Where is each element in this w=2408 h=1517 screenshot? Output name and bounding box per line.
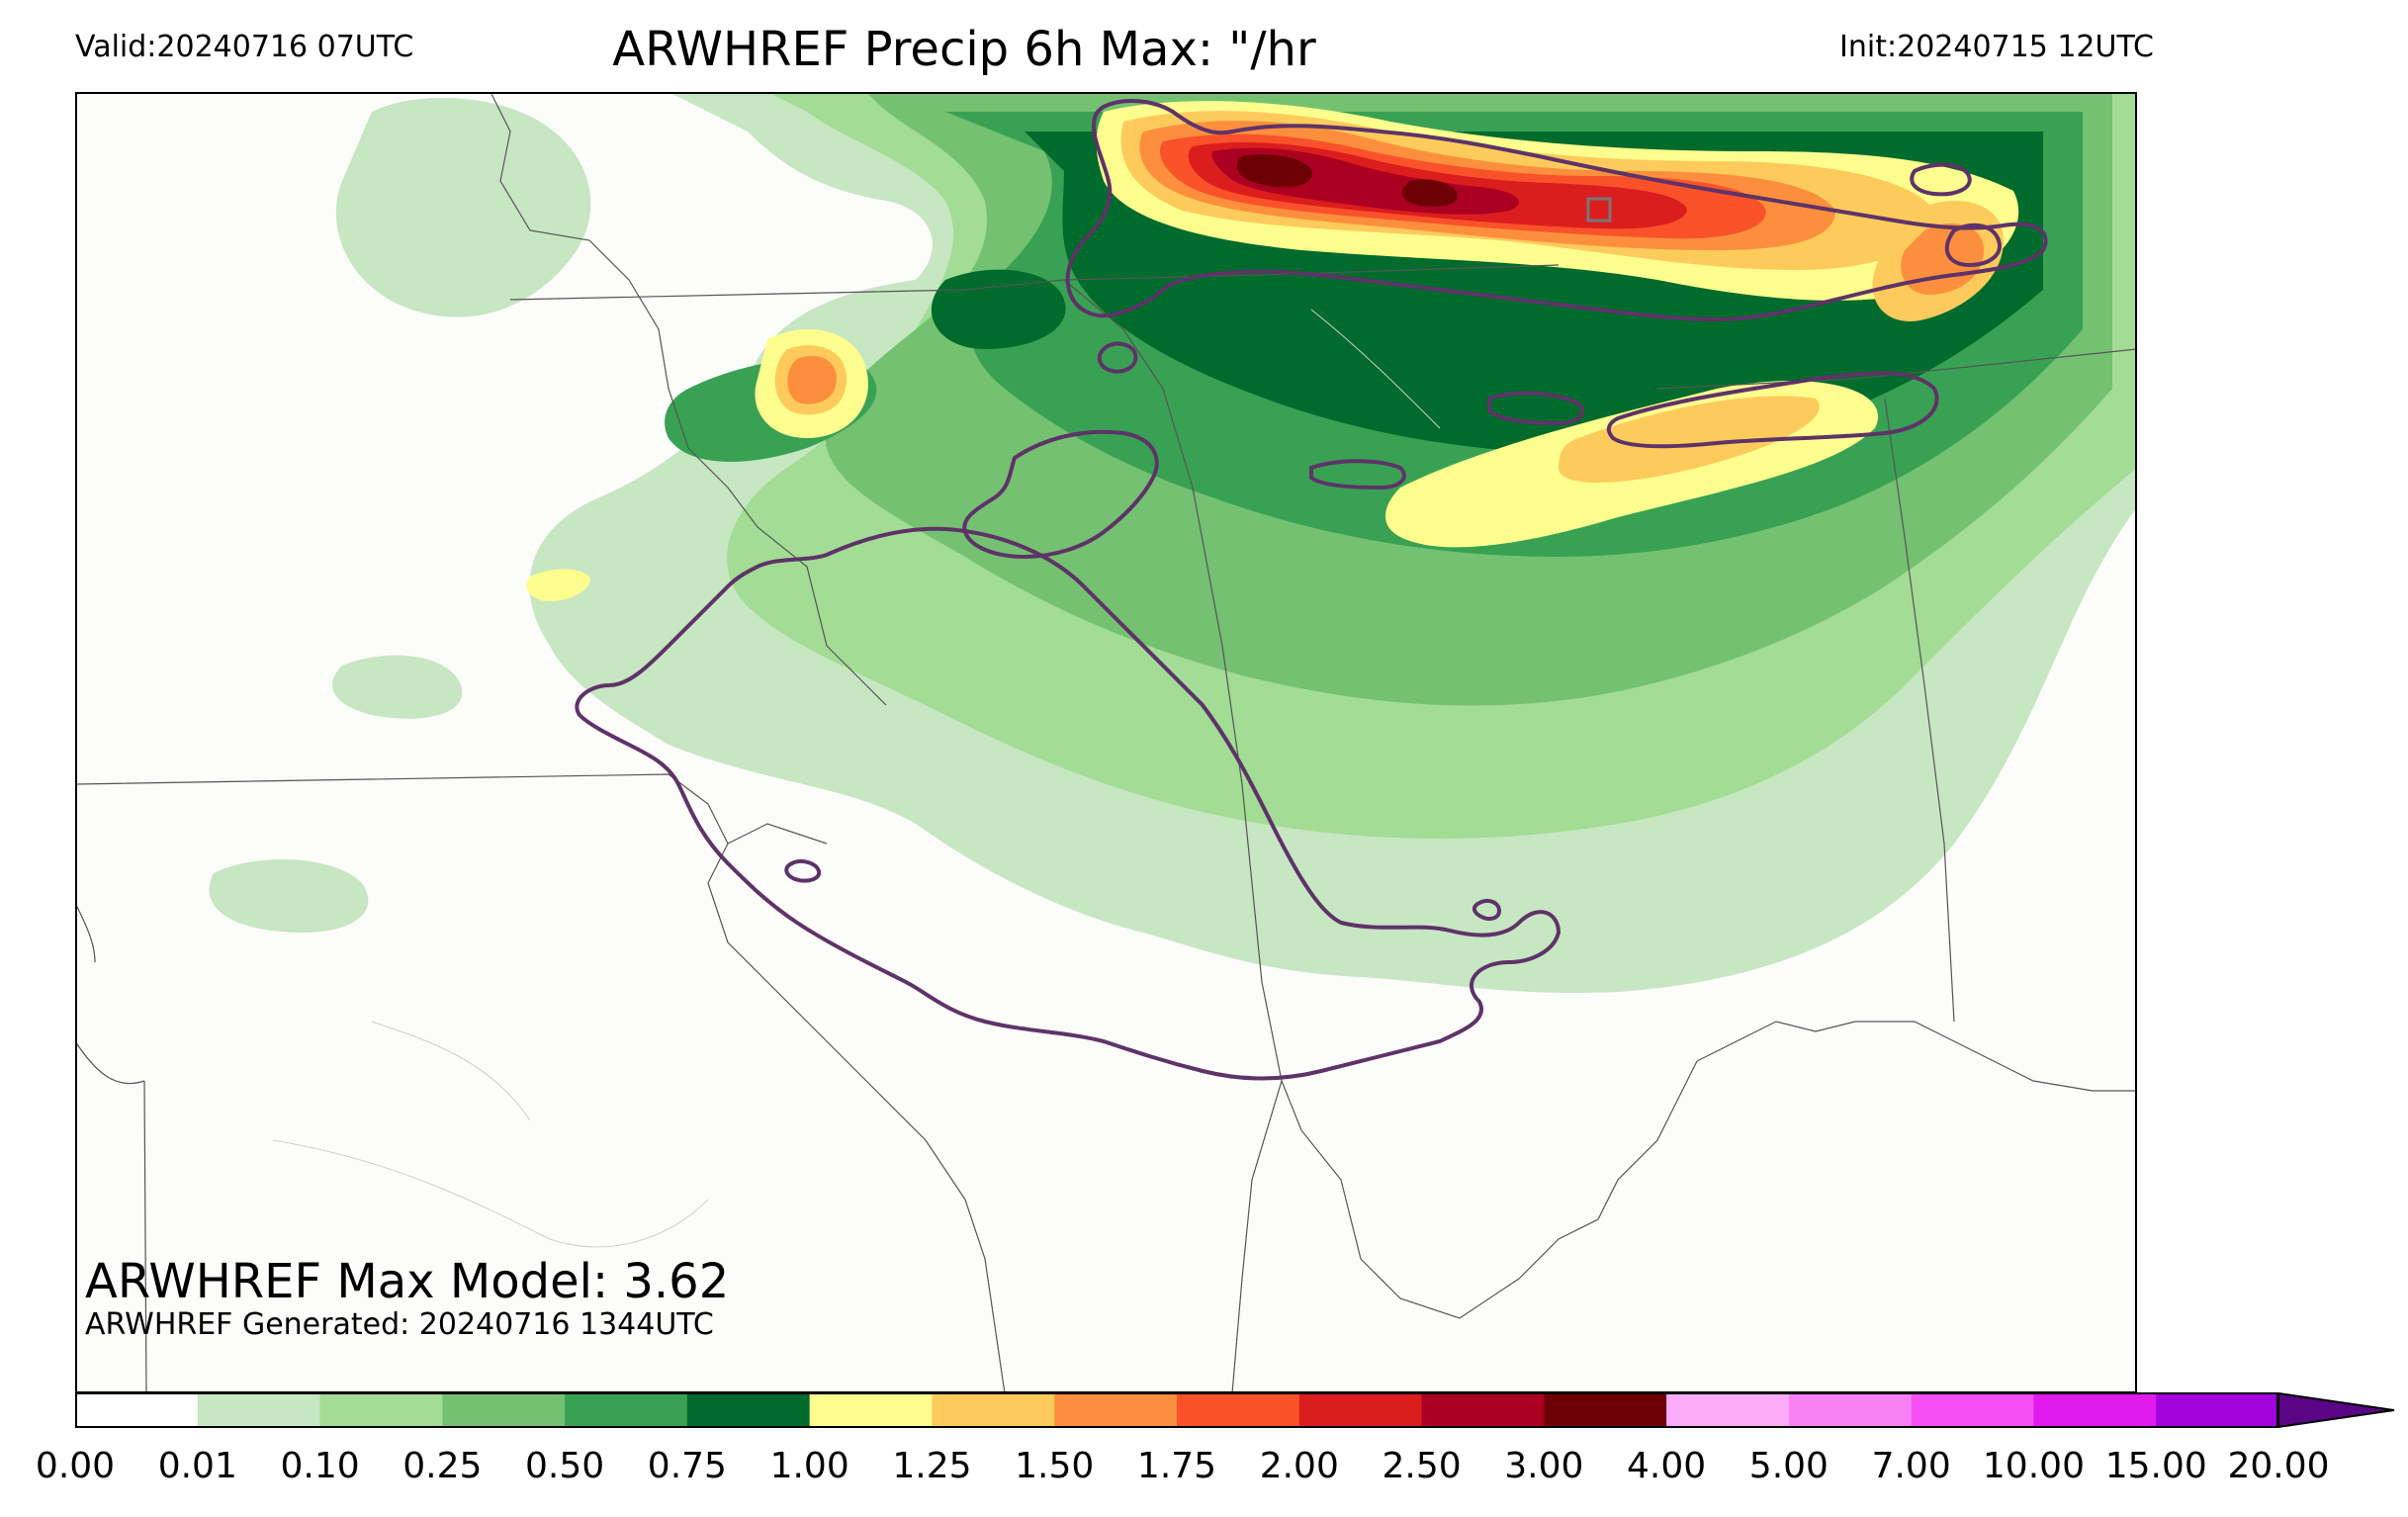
colorbar-tick-label: 1.00: [769, 1446, 849, 1486]
valid-time-label: Valid:20240716 07UTC: [75, 30, 414, 64]
colorbar-swatch: [319, 1393, 443, 1427]
map-panel: [75, 92, 2137, 1393]
precip-map: [75, 92, 2137, 1393]
precip-band-3.00: [1237, 154, 1312, 188]
colorbar-swatch: [1788, 1393, 1913, 1427]
colorbar-tick-label: 0.01: [157, 1446, 237, 1486]
colorbar-tick-label: 4.00: [1627, 1446, 1707, 1486]
colorbar-swatch: [2156, 1393, 2279, 1427]
river-lines: [272, 309, 1441, 1248]
colorbar-swatch: [932, 1393, 1055, 1427]
precip-band-1.25-sw-streak: [1559, 396, 1820, 483]
colorbar-swatch: [1298, 1393, 1423, 1427]
colorbar-tick-label: 1.75: [1136, 1446, 1217, 1486]
colorbar-tick-label: 2.00: [1259, 1446, 1339, 1486]
precip-band-1.50-east: [1901, 223, 1984, 295]
colorbar-swatch: [1177, 1393, 1300, 1427]
colorbar-tick-label: 1.50: [1015, 1446, 1095, 1486]
colorbar-tick-label: 0.75: [647, 1446, 727, 1486]
colorbar-swatch: [1666, 1393, 1790, 1427]
colorbar-swatch: [1544, 1393, 1667, 1427]
precip-band-0.01-south-west: [209, 859, 369, 933]
colorbar-extend-arrow: [2277, 1392, 2395, 1429]
colorbar-tick-label: 15.00: [2104, 1446, 2207, 1486]
colorbar-tick-label: 0.00: [35, 1446, 116, 1486]
init-time-label: Init:20240715 12UTC: [1839, 30, 2154, 64]
precip-band-1.00-spot: [526, 569, 590, 601]
colorbar-tick-label: 1.25: [892, 1446, 972, 1486]
colorbar-swatch: [197, 1393, 321, 1427]
colorbar-swatch: [565, 1393, 688, 1427]
colorbar-tick-label: 0.10: [280, 1446, 360, 1486]
colorbar-tick-label: 7.00: [1871, 1446, 1951, 1486]
colorbar-outline: [75, 1392, 2278, 1428]
precip-band-0.01-north-west: [335, 98, 591, 317]
colorbar-swatch: [686, 1393, 811, 1427]
colorbar-swatch: [75, 1393, 199, 1427]
colorbar-swatch: [1421, 1393, 1545, 1427]
colorbar: [75, 1392, 2395, 1429]
colorbar-tick-label: 5.00: [1748, 1446, 1828, 1486]
colorbar-swatch: [1054, 1393, 1178, 1427]
colorbar-swatch: [1911, 1393, 2034, 1427]
map-title: ARWHREF Precip 6h Max: "/hr: [612, 22, 1316, 77]
colorbar-swatches: [75, 1392, 2395, 1429]
precip-band-1.50-west: [787, 355, 837, 404]
max-model-label: ARWHREF Max Model: 3.62: [85, 1254, 730, 1309]
max-location-marker: [1586, 197, 1612, 223]
precip-band-3.00-b: [1401, 179, 1459, 207]
colorbar-tick-label: 0.25: [402, 1446, 483, 1486]
colorbar-tick-label: 20.00: [2227, 1446, 2330, 1486]
colorbar-tick-label: 0.50: [525, 1446, 605, 1486]
colorbar-swatch: [442, 1393, 566, 1427]
generated-label: ARWHREF Generated: 20240716 1344UTC: [85, 1307, 714, 1342]
precip-band-0.01-west: [332, 655, 463, 719]
probability-contours: [575, 99, 2048, 1081]
colorbar-tick-label: 2.50: [1382, 1446, 1462, 1486]
colorbar-swatch: [809, 1393, 933, 1427]
colorbar-tick-label: 10.00: [1982, 1446, 2085, 1486]
colorbar-tick-label: 3.00: [1504, 1446, 1584, 1486]
colorbar-swatch: [2033, 1393, 2157, 1427]
precip-field: [209, 92, 2137, 994]
